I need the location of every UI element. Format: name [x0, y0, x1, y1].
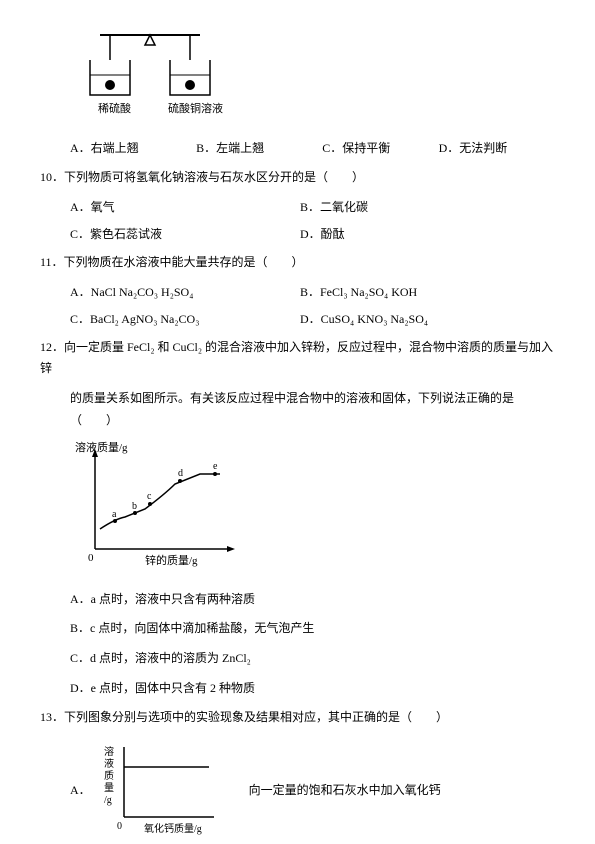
beaker-left-label: 稀硫酸: [98, 101, 131, 115]
beakers-balance-diagram: 稀硫酸 硫酸铜溶液: [70, 20, 555, 128]
q12-ylabel: 溶液质量/g: [75, 440, 128, 454]
q13-graph-svg: 溶 液 质 量 /g 0 氧化钙质量/g: [99, 737, 229, 837]
q13-a-label: A．: [70, 780, 91, 802]
q12-stem2: 的质量关系如图所示。有关该反应过程中混合物中的溶液和固体，下列说法正确的是（ ）: [70, 388, 555, 431]
svg-text:0: 0: [117, 821, 122, 832]
option-d: D．无法判断: [439, 138, 555, 160]
beakers-options: A．右端上翘 B．左端上翘 C．保持平衡 D．无法判断: [70, 138, 555, 160]
q11-c: C．BaCl₂ AgNO₃ Na₂CO₃: [70, 309, 300, 331]
beakers-svg: 稀硫酸 硫酸铜溶液: [70, 20, 230, 120]
q12-graph-svg: 溶液质量/g a b c d e 0 锌的质量/g: [70, 439, 250, 569]
q12-graph: 溶液质量/g a b c d e 0 锌的质量/g: [70, 439, 555, 577]
option-c: C．保持平衡: [322, 138, 438, 160]
q11-stem: 11．下列物质在水溶液中能大量共存的是（ ）: [40, 252, 555, 274]
svg-text:a: a: [112, 509, 117, 520]
svg-text:溶: 溶: [104, 745, 114, 758]
q11-row2: C．BaCl₂ AgNO₃ Na₂CO₃ D．CuSO₄ KNO₃ Na₂SO₄: [70, 309, 555, 331]
q11-b: B．FeCl₃ Na₂SO₄ KOH: [300, 282, 530, 304]
svg-text:0: 0: [88, 552, 94, 564]
q12-b: B．c 点时，向固体中滴加稀盐酸，无气泡产生: [70, 618, 555, 640]
svg-text:d: d: [178, 468, 183, 479]
q10-d: D．酚酞: [300, 224, 530, 246]
q10-c: C．紫色石蕊试液: [70, 224, 300, 246]
option-b: B．左端上翘: [196, 138, 322, 160]
q13-a-row: A． 溶 液 质 量 /g 0 氧化钙质量/g 向一定量的饱和石灰水中加入氧化钙: [70, 737, 555, 844]
q11-d: D．CuSO₄ KNO₃ Na₂SO₄: [300, 309, 530, 331]
q12-stem1: 12．向一定质量 FeCl₂ 和 CuCl₂ 的混合溶液中加入锌粉，反应过程中，…: [40, 337, 555, 380]
q13-xlabel: 氧化钙质量/g: [144, 822, 202, 835]
q10-b: B．二氧化碳: [300, 197, 530, 219]
svg-text:b: b: [132, 501, 137, 512]
q12-d: D．e 点时，固体中只含有 2 种物质: [70, 678, 555, 700]
option-a: A．右端上翘: [70, 138, 196, 160]
beaker-right-label: 硫酸铜溶液: [168, 101, 223, 115]
q13-a-graph: 溶 液 质 量 /g 0 氧化钙质量/g: [99, 737, 229, 844]
q10-stem: 10．下列物质可将氢氧化钠溶液与石灰水区分开的是（ ）: [40, 167, 555, 189]
svg-text:/g: /g: [104, 795, 112, 806]
q11-row1: A．NaCl Na₂CO₃ H₂SO₄ B．FeCl₃ Na₂SO₄ KOH: [70, 282, 555, 304]
q12-c: C．d 点时，溶液中的溶质为 ZnCl₂: [70, 648, 555, 670]
q10-row2: C．紫色石蕊试液 D．酚酞: [70, 224, 555, 246]
q10-a: A．氧气: [70, 197, 300, 219]
q11-a: A．NaCl Na₂CO₃ H₂SO₄: [70, 282, 300, 304]
svg-text:c: c: [147, 491, 152, 502]
q13-a-text: 向一定量的饱和石灰水中加入氧化钙: [249, 780, 441, 802]
q12-a: A．a 点时，溶液中只含有两种溶质: [70, 589, 555, 611]
svg-text:量: 量: [104, 782, 114, 794]
q10-row1: A．氧气 B．二氧化碳: [70, 197, 555, 219]
svg-text:质: 质: [104, 770, 114, 782]
svg-text:液: 液: [104, 757, 114, 770]
q13-stem: 13．下列图象分别与选项中的实验现象及结果相对应，其中正确的是（ ）: [40, 707, 555, 729]
svg-text:e: e: [213, 461, 218, 472]
q12-xlabel: 锌的质量/g: [145, 553, 198, 567]
